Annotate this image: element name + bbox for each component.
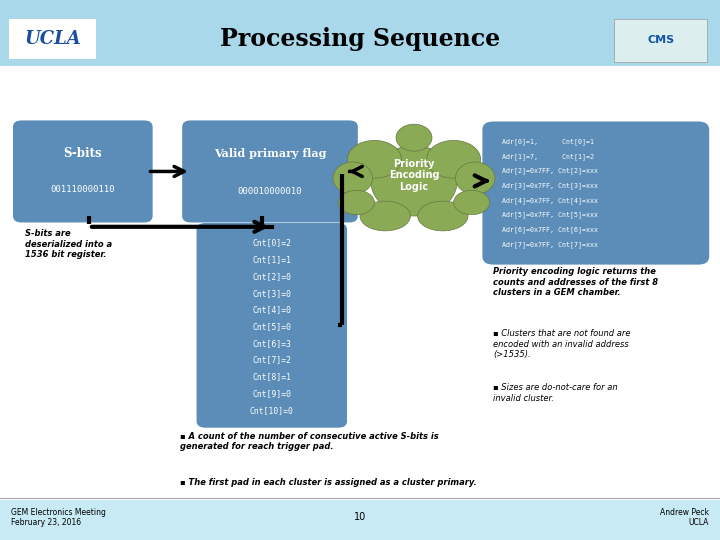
Text: ▪ Clusters that are not found are
encoded with an invalid address
(>1535).: ▪ Clusters that are not found are encode… — [493, 329, 631, 359]
Text: Adr[2]=0x7FF, Cnt[2]=xxx: Adr[2]=0x7FF, Cnt[2]=xxx — [502, 167, 598, 174]
Ellipse shape — [347, 140, 401, 178]
Text: Cnt[10]=0: Cnt[10]=0 — [250, 406, 294, 415]
Text: Cnt[0]=2: Cnt[0]=2 — [252, 239, 292, 247]
Text: Cnt[6]=3: Cnt[6]=3 — [252, 339, 292, 348]
Text: 001110000110: 001110000110 — [50, 185, 115, 194]
FancyBboxPatch shape — [614, 19, 707, 62]
Text: Cnt[1]=1: Cnt[1]=1 — [252, 255, 292, 264]
Ellipse shape — [454, 190, 490, 214]
Text: S-bits: S-bits — [63, 147, 102, 160]
Text: Adr[0]=1,      Cnt[0]=1: Adr[0]=1, Cnt[0]=1 — [502, 138, 594, 145]
Ellipse shape — [426, 140, 481, 178]
Text: Adr[6]=0x7FF, Cnt[6]=xxx: Adr[6]=0x7FF, Cnt[6]=xxx — [502, 226, 598, 233]
Text: Andrew Peck
UCLA: Andrew Peck UCLA — [660, 508, 709, 527]
Text: 000010000010: 000010000010 — [238, 186, 302, 195]
Ellipse shape — [360, 201, 410, 231]
Text: Adr[3]=0x7FF, Cnt[3]=xxx: Adr[3]=0x7FF, Cnt[3]=xxx — [502, 183, 598, 189]
Text: Cnt[9]=0: Cnt[9]=0 — [252, 389, 292, 398]
Text: Valid primary flag: Valid primary flag — [214, 148, 326, 159]
Text: Adr[1]=7,      Cnt[1]=2: Adr[1]=7, Cnt[1]=2 — [502, 153, 594, 160]
Text: ▪ A count of the number of consecutive active S-bits is
generated for reach trig: ▪ A count of the number of consecutive a… — [180, 432, 438, 451]
FancyBboxPatch shape — [182, 120, 358, 222]
Ellipse shape — [455, 162, 495, 194]
Text: Cnt[3]=0: Cnt[3]=0 — [252, 289, 292, 298]
FancyBboxPatch shape — [0, 0, 720, 68]
Text: UCLA: UCLA — [24, 30, 81, 49]
Text: Cnt[4]=0: Cnt[4]=0 — [252, 305, 292, 314]
Text: CMS: CMS — [647, 35, 675, 45]
Text: Adr[5]=0x7FF, Cnt[5]=xxx: Adr[5]=0x7FF, Cnt[5]=xxx — [502, 212, 598, 219]
FancyBboxPatch shape — [13, 120, 153, 222]
Text: ▪ The first pad in each cluster is assigned as a cluster primary.: ▪ The first pad in each cluster is assig… — [180, 478, 477, 487]
Text: 10: 10 — [354, 512, 366, 522]
Text: Cnt[5]=0: Cnt[5]=0 — [252, 322, 292, 331]
Text: Priority
Encoding
Logic: Priority Encoding Logic — [389, 159, 439, 192]
Ellipse shape — [396, 124, 432, 151]
Text: Adr[4]=0x7FF, Cnt[4]=xxx: Adr[4]=0x7FF, Cnt[4]=xxx — [502, 197, 598, 204]
Text: Cnt[7]=2: Cnt[7]=2 — [252, 355, 292, 364]
Text: Cnt[2]=0: Cnt[2]=0 — [252, 272, 292, 281]
FancyBboxPatch shape — [197, 223, 347, 428]
Ellipse shape — [371, 146, 457, 216]
Text: Adr[7]=0x7FF, Cnt[7]=xxx: Adr[7]=0x7FF, Cnt[7]=xxx — [502, 241, 598, 248]
Ellipse shape — [418, 201, 468, 231]
FancyBboxPatch shape — [482, 122, 709, 265]
Text: GEM Electronics Meeting
February 23, 2016: GEM Electronics Meeting February 23, 201… — [11, 508, 106, 527]
FancyBboxPatch shape — [9, 19, 96, 59]
Text: ▪ Sizes are do-not-care for an
invalid cluster.: ▪ Sizes are do-not-care for an invalid c… — [493, 383, 618, 403]
Text: Cnt[8]=1: Cnt[8]=1 — [252, 372, 292, 381]
Ellipse shape — [338, 190, 374, 214]
Text: Processing Sequence: Processing Sequence — [220, 27, 500, 51]
Text: S-bits are
deserialized into a
1536 bit register.: S-bits are deserialized into a 1536 bit … — [25, 230, 112, 259]
Text: Priority encoding logic returns the
counts and addresses of the first 8
clusters: Priority encoding logic returns the coun… — [493, 267, 658, 297]
FancyBboxPatch shape — [0, 68, 720, 500]
Ellipse shape — [333, 162, 373, 194]
